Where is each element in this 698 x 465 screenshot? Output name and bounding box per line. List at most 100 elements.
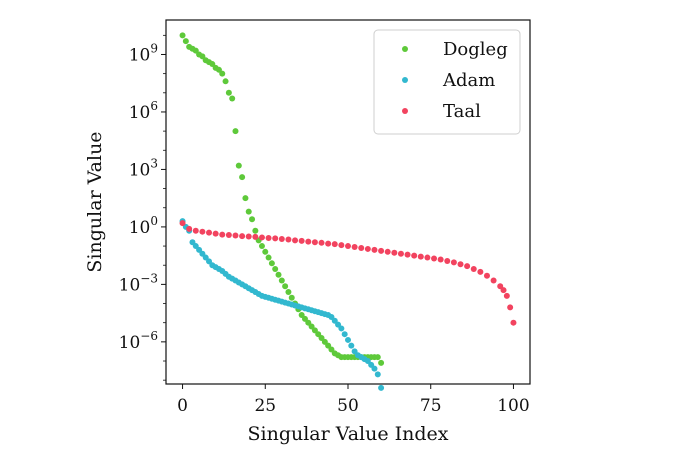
data-point [378,384,385,391]
data-point [371,365,378,372]
data-point [371,246,378,253]
data-point [364,245,371,252]
series-taal [179,220,517,326]
legend-marker-dogleg [402,46,408,52]
data-point [510,319,517,326]
x-axis-ticks: 0 25 50 75 100 [177,384,530,416]
data-point [391,249,398,256]
legend-label-dogleg: Dogleg [443,39,508,60]
data-point [298,237,305,244]
data-point [507,304,514,311]
data-point [457,261,464,268]
data-point [272,235,279,242]
data-point [199,228,206,235]
data-point [219,231,226,238]
data-point [258,234,265,241]
data-point [345,336,351,343]
data-point [265,254,272,261]
data-point [268,260,275,267]
data-point [206,229,213,236]
data-point [232,128,239,135]
y-tick-label: 106 [129,99,158,123]
data-point [245,233,252,240]
data-point [292,237,299,244]
legend: Dogleg Adam Taal [373,29,521,135]
data-point [503,292,510,299]
data-point [305,238,312,245]
y-axis-label: Singular Value [84,131,106,272]
data-point [265,235,272,242]
data-point [470,266,477,273]
legend-marker-taal [402,108,408,114]
data-point [222,78,229,85]
data-point [477,268,484,275]
x-tick-label: 25 [254,396,276,416]
data-point [331,241,338,248]
data-point [245,208,252,215]
data-point [338,325,345,332]
data-point [378,359,385,366]
series-dogleg [179,32,385,366]
series-adam [179,218,385,391]
data-point [249,216,256,223]
data-point [490,277,497,284]
data-point [384,248,391,255]
data-point [374,354,381,361]
data-point [500,287,507,294]
data-point [182,38,189,45]
data-point [374,371,381,378]
data-point [275,271,282,278]
data-point [437,256,444,263]
data-point [351,244,358,251]
data-point [179,32,186,39]
data-points [179,32,517,391]
x-tick-label: 75 [420,396,442,416]
data-point [225,231,232,238]
data-point [325,240,332,247]
data-point [258,243,265,250]
data-point [239,233,246,240]
data-point [235,162,242,169]
legend-label-adam: Adam [442,70,495,91]
y-tick-label: 10−6 [119,329,158,353]
data-point [262,248,269,255]
legend-label-taal: Taal [443,101,481,122]
data-point [278,235,285,242]
data-point [483,272,490,279]
data-point [397,250,404,257]
data-point [450,259,457,266]
legend-box [373,29,521,135]
y-tick-label: 103 [129,156,158,180]
data-point [318,239,325,246]
data-point [272,266,279,273]
data-point [311,239,318,246]
data-point [282,283,289,290]
data-point [411,252,418,259]
x-tick-label: 100 [497,396,529,416]
x-tick-label: 0 [177,396,188,416]
data-point [341,331,348,338]
data-point [179,220,186,227]
data-point [285,236,292,243]
data-point [212,230,219,237]
y-axis-ticks: 109 106 103 100 10−3 10−6 [119,34,166,381]
data-point [404,251,411,258]
legend-marker-adam [402,77,408,83]
data-point [348,342,355,349]
data-point [424,254,431,261]
data-point [345,243,351,250]
data-point [378,247,385,254]
data-point [285,289,292,296]
data-point [444,258,451,265]
y-tick-label: 10−3 [119,271,158,295]
y-tick-label: 100 [129,214,158,238]
data-point [252,227,259,234]
x-tick-label: 50 [337,396,359,416]
data-point [186,225,193,232]
data-point [358,244,365,251]
data-point [417,253,424,260]
data-point [252,233,259,240]
data-point [239,174,246,181]
data-point [225,89,232,96]
